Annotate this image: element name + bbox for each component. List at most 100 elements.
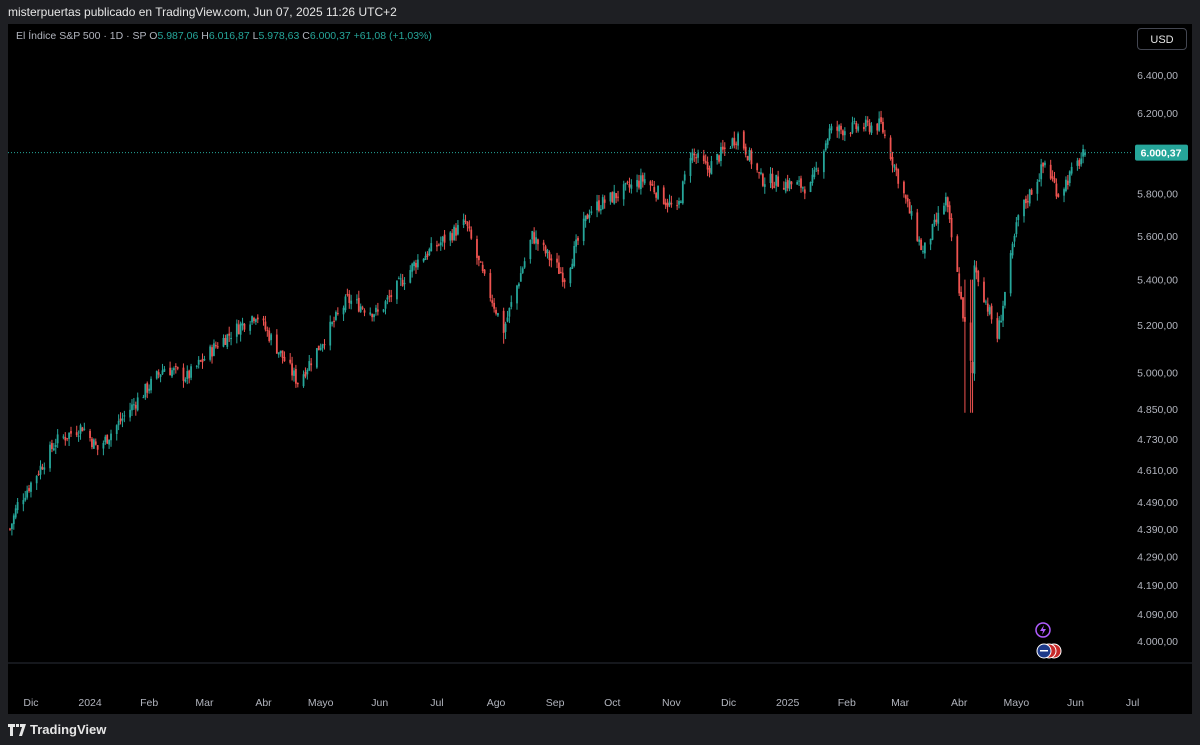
candle-body [449, 232, 452, 241]
candle-body [51, 443, 53, 449]
candle-body [575, 239, 577, 247]
currency-button[interactable]: USD [1137, 28, 1187, 50]
candle-body [1065, 179, 1067, 192]
candle-body [889, 137, 892, 160]
candle-body [249, 324, 252, 331]
x-tick-label: Abr [951, 697, 968, 709]
candle-body [373, 314, 375, 318]
chart-area[interactable]: 4.000,00 4.090,00 4.190,00 4.290,00 4.390,00… [8, 24, 1192, 714]
candle-body [546, 249, 549, 253]
candle-body [262, 318, 265, 321]
candle-body [342, 307, 345, 315]
candle-body [910, 211, 913, 216]
candle-body [462, 219, 465, 226]
candle-body [946, 197, 949, 208]
candle-body [876, 123, 879, 131]
candle-body [470, 229, 473, 239]
candle-body [315, 348, 318, 368]
candle-body [1082, 149, 1084, 157]
low-value: 5.978,63 [258, 30, 300, 42]
candle-body [495, 309, 497, 314]
candle-body [922, 251, 924, 253]
change-value: +61,08 (+1,03%) [353, 30, 432, 42]
candle-body [542, 242, 545, 246]
candle-body [761, 173, 764, 186]
x-tick-label: Mayo [1004, 697, 1030, 709]
candle-body [266, 329, 269, 331]
candle-body [653, 187, 656, 193]
x-tick-label: Jul [430, 697, 443, 709]
candle-body [636, 180, 638, 187]
y-tick-label: 5.200,00 [1137, 320, 1178, 332]
candle-body [863, 126, 865, 130]
candle-body [666, 203, 669, 207]
candle-body [37, 473, 40, 475]
candle-body [893, 165, 896, 168]
candle-body [1000, 320, 1003, 323]
x-tick-label: Mar [195, 697, 214, 709]
candle-body [702, 155, 705, 162]
candle-body [401, 279, 404, 286]
last-price-label: 6.000,37 [1141, 148, 1182, 160]
y-tick-label: 5.000,00 [1137, 367, 1178, 379]
open-label: O [149, 30, 158, 42]
candle-body [950, 217, 953, 238]
candle-body [655, 192, 658, 198]
candle-body [923, 242, 926, 254]
candle-body [693, 153, 696, 156]
candle-body [590, 211, 593, 214]
candle-body [815, 168, 818, 170]
candle-body [169, 367, 172, 376]
candle-body [41, 467, 44, 470]
candle-body [800, 178, 802, 188]
x-tick-label: Abr [255, 697, 272, 709]
candle-body [843, 131, 846, 136]
candle-body [54, 445, 57, 448]
y-tick-label: 6.400,00 [1137, 70, 1178, 82]
candle-body [403, 282, 406, 285]
candle-body [226, 334, 229, 347]
candle-body [518, 283, 520, 287]
candle-body [586, 214, 589, 220]
candle-body [1049, 164, 1052, 179]
candle-body [237, 324, 240, 335]
tradingview-logo[interactable]: TradingView [8, 722, 106, 737]
candle-body [531, 231, 534, 240]
candle-body [52, 448, 55, 451]
candle-body [975, 267, 978, 273]
candle-body [943, 205, 945, 215]
candle-body [92, 439, 95, 449]
candle-body [544, 246, 547, 254]
candle-body [882, 121, 884, 133]
candle-body [163, 368, 166, 372]
candle-body [476, 239, 478, 258]
candle-body [213, 343, 215, 356]
candle-body [798, 180, 800, 182]
candle-body [142, 397, 145, 399]
candle-body [268, 330, 271, 341]
candle-body [708, 168, 711, 173]
candle-body [190, 366, 192, 378]
candle-body [691, 152, 694, 161]
candle-body [336, 313, 339, 315]
last-price-tag [1135, 144, 1188, 161]
candle-body [558, 262, 560, 274]
price-chart[interactable]: 4.000,00 4.090,00 4.190,00 4.290,00 4.390,00… [8, 24, 1192, 714]
candle-body [870, 125, 873, 133]
candle-body [569, 268, 572, 284]
candle-body [1044, 162, 1046, 166]
candle-body [321, 344, 324, 349]
candle-body [990, 305, 993, 320]
candle-body [157, 372, 160, 375]
candle-body [70, 431, 72, 434]
candle-body [643, 179, 646, 184]
candle-body [929, 238, 932, 245]
candle-body [826, 138, 829, 145]
candle-body [638, 180, 640, 188]
candle-body [81, 427, 84, 432]
y-tick-label: 4.610,00 [1137, 465, 1178, 477]
candle-body [1053, 177, 1056, 183]
candle-body [510, 302, 513, 307]
candle-body [348, 294, 351, 303]
candle-body [891, 156, 894, 166]
